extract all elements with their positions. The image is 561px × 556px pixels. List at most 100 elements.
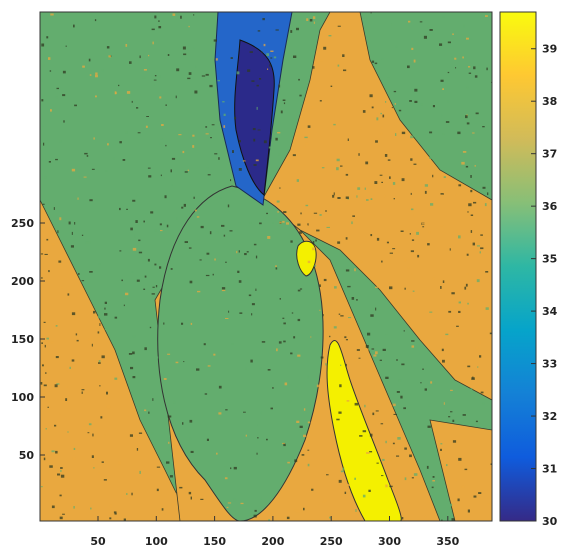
speckle [455, 478, 457, 482]
speckle [461, 161, 465, 165]
speckle [362, 494, 366, 498]
speckle [171, 184, 173, 186]
speckle [163, 220, 165, 223]
speckle [143, 220, 145, 223]
speckle [268, 146, 271, 149]
speckle [212, 273, 214, 276]
speckle [229, 272, 232, 274]
speckle [131, 492, 133, 496]
speckle [48, 161, 51, 163]
speckle [62, 70, 66, 74]
speckle [40, 382, 43, 385]
speckle [42, 64, 46, 67]
speckle [446, 464, 448, 467]
speckle [322, 314, 324, 317]
speckle [100, 416, 103, 419]
speckle [101, 68, 104, 72]
speckle [199, 259, 202, 261]
hot-blob-small [296, 240, 317, 277]
y-tick-label: 150 [11, 333, 34, 346]
speckle [131, 100, 133, 103]
speckle [300, 188, 303, 190]
speckle [319, 100, 322, 102]
speckle [293, 509, 296, 512]
speckle [263, 140, 267, 144]
speckle [91, 168, 95, 170]
speckle [56, 383, 60, 385]
speckle [182, 46, 186, 50]
speckle [94, 451, 97, 455]
speckle [372, 412, 375, 416]
speckle [467, 365, 471, 368]
speckle [287, 461, 290, 464]
speckle [464, 286, 467, 290]
speckle [212, 196, 216, 199]
speckle [475, 347, 479, 350]
speckle [176, 217, 178, 220]
speckle [476, 279, 480, 283]
speckle [151, 293, 155, 295]
speckle [404, 287, 406, 290]
speckle [62, 94, 66, 97]
speckle [296, 509, 300, 513]
speckle [249, 51, 253, 53]
speckle [299, 231, 302, 234]
speckle [130, 238, 132, 242]
speckle [468, 66, 471, 68]
speckle [257, 129, 261, 131]
speckle [313, 21, 315, 24]
speckle [323, 46, 327, 50]
speckle [306, 375, 309, 379]
speckle [112, 157, 115, 160]
speckle [413, 59, 416, 63]
speckle [336, 158, 340, 162]
speckle [189, 136, 192, 139]
speckle [385, 440, 387, 444]
speckle [93, 467, 95, 469]
speckle [366, 199, 369, 201]
speckle [340, 165, 343, 167]
speckle [82, 426, 85, 430]
speckle [182, 422, 184, 425]
speckle [482, 126, 485, 128]
speckle [323, 499, 327, 502]
speckle [387, 76, 390, 78]
speckle [218, 412, 222, 415]
speckle [386, 241, 389, 244]
speckle [172, 13, 176, 16]
speckle [303, 408, 306, 411]
speckle [371, 106, 374, 109]
speckle [260, 367, 262, 370]
speckle [345, 269, 350, 272]
speckle [138, 239, 141, 242]
speckle [389, 252, 393, 254]
speckle [163, 378, 167, 380]
speckle [319, 309, 321, 311]
speckle [46, 238, 49, 241]
speckle [167, 54, 170, 56]
plot-frame [39, 11, 493, 522]
warm-wedge-left [40, 199, 191, 521]
speckle [143, 69, 147, 71]
speckle [221, 224, 225, 227]
speckle [305, 142, 309, 145]
speckle [56, 87, 59, 90]
speckle [129, 61, 132, 64]
speckle [255, 255, 258, 259]
speckle [66, 370, 68, 372]
speckle [207, 174, 211, 176]
speckle [207, 365, 211, 367]
speckle [60, 470, 62, 472]
speckle [45, 372, 47, 374]
speckle [282, 442, 285, 445]
speckle [451, 292, 455, 295]
speckle [73, 24, 75, 28]
speckle [215, 231, 219, 234]
speckle [189, 280, 193, 284]
speckle [119, 250, 122, 252]
speckle [273, 56, 277, 59]
speckle [108, 55, 111, 58]
speckle [297, 289, 301, 292]
speckle [316, 229, 320, 232]
speckle [145, 259, 148, 262]
